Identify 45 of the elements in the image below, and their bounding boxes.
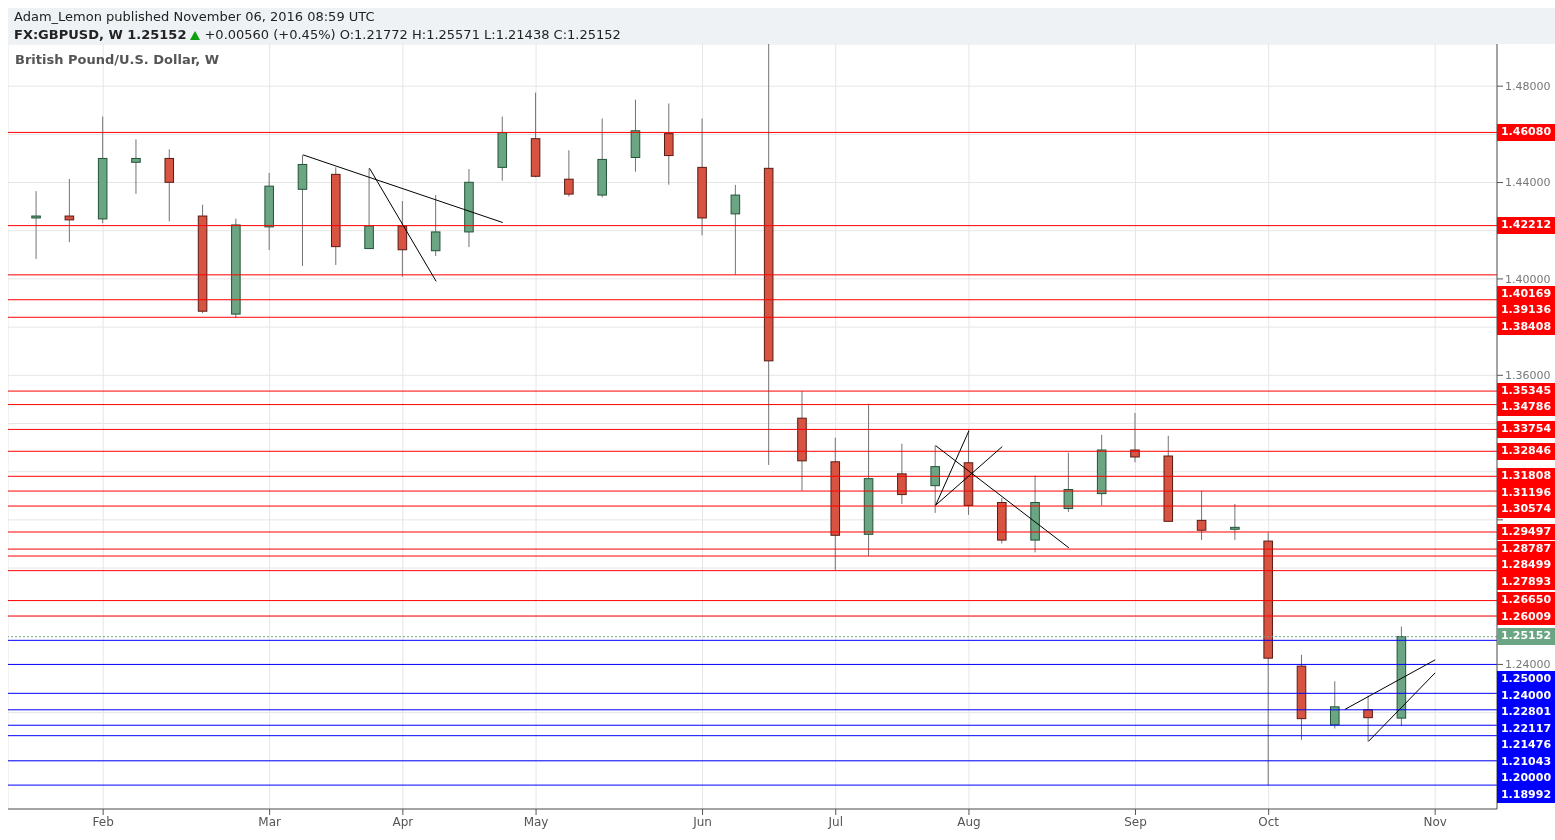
ref-line-label: 1.32846 bbox=[1497, 443, 1555, 460]
ref-line-label: 1.28499 bbox=[1497, 557, 1555, 574]
text: FX:GBPUSD, W 1.25152 bbox=[14, 26, 187, 44]
x-tick-label: Jul bbox=[827, 814, 843, 829]
ref-line-label: 1.46080 bbox=[1497, 124, 1555, 141]
ref-line-label: 1.26650 bbox=[1497, 592, 1555, 609]
y-tick-label: 1.48000 bbox=[1505, 80, 1551, 94]
ref-line-label: 1.42212 bbox=[1497, 217, 1555, 234]
ref-line-label: 1.21043 bbox=[1497, 753, 1555, 771]
ref-line-label: 1.27893 bbox=[1497, 573, 1555, 591]
ref-line-label: 1.22801 bbox=[1497, 704, 1555, 721]
ref-line-label: 1.39136 bbox=[1497, 302, 1555, 319]
x-tick-label: Aug bbox=[957, 814, 981, 829]
ref-line-label: 1.25000 bbox=[1497, 671, 1555, 688]
ref-line-label: 1.31196 bbox=[1497, 484, 1555, 502]
ref-line-label: 1.34786 bbox=[1497, 399, 1555, 416]
ref-line-label: 1.21476 bbox=[1497, 737, 1555, 754]
y-tick-label: 1.40000 bbox=[1505, 272, 1551, 286]
ref-line-label: 1.20000 bbox=[1497, 770, 1555, 787]
ref-line-label: 1.25152 bbox=[1497, 628, 1555, 645]
ref-line-label: 1.31808 bbox=[1497, 468, 1555, 485]
x-tick-label: Jun bbox=[692, 814, 712, 829]
y-tick-label: 1.44000 bbox=[1505, 176, 1551, 190]
ref-line-label: 1.22117 bbox=[1497, 720, 1555, 738]
x-tick-label: Mar bbox=[258, 814, 282, 829]
x-tick-label: Apr bbox=[392, 814, 414, 829]
x-tick-label: Oct bbox=[1258, 814, 1280, 829]
ref-line-label: 1.38408 bbox=[1497, 318, 1555, 336]
text: +0.00560 (+0.45%) O:1.21772 H:1.25571 L:1.21438 C:1.25152 bbox=[204, 26, 621, 44]
text: Adam_Lemon published November 06, 2016 08:59 UTC bbox=[14, 8, 376, 26]
ref-line-label: 1.40169 bbox=[1497, 285, 1555, 303]
x-tick-label: Sep bbox=[1124, 814, 1147, 829]
x-tick-label: May bbox=[523, 814, 549, 829]
y-tick-label: 1.24000 bbox=[1505, 658, 1551, 672]
x-tick-label: Nov bbox=[1423, 814, 1447, 829]
ref-line-label: 1.28787 bbox=[1497, 540, 1555, 558]
ref-line-label: 1.35345 bbox=[1497, 382, 1555, 400]
ref-line-label: 1.26009 bbox=[1497, 608, 1555, 626]
ref-line-label: 1.29497 bbox=[1497, 523, 1555, 541]
x-tick-label: Feb bbox=[92, 814, 114, 829]
ref-line-label: 1.33754 bbox=[1497, 421, 1555, 438]
ref-line-label: 1.30574 bbox=[1497, 501, 1555, 518]
y-tick-label: 1.36000 bbox=[1505, 369, 1551, 383]
text: British Pound/U.S. Dollar, W bbox=[15, 52, 220, 67]
ref-line-label: 1.18992 bbox=[1497, 786, 1555, 804]
